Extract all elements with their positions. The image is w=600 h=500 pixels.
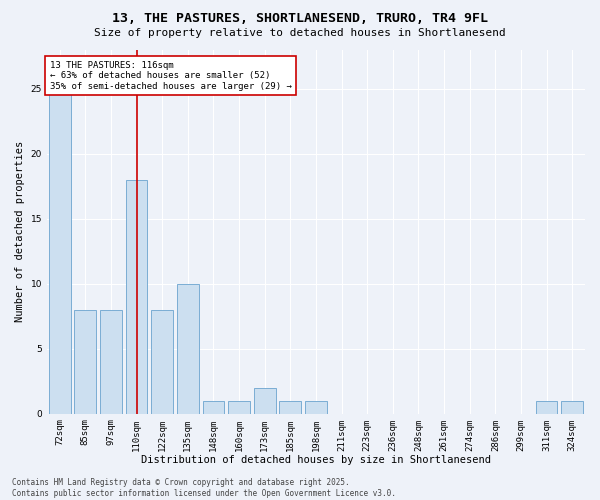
Bar	[49, 89, 71, 414]
Bar	[126, 180, 148, 414]
Bar	[228, 400, 250, 413]
Bar	[74, 310, 96, 414]
Bar	[203, 400, 224, 413]
Bar	[254, 388, 275, 413]
Text: Size of property relative to detached houses in Shortlanesend: Size of property relative to detached ho…	[94, 28, 506, 38]
Bar	[280, 400, 301, 413]
Bar	[536, 400, 557, 413]
Bar	[177, 284, 199, 414]
Text: 13, THE PASTURES, SHORTLANESEND, TRURO, TR4 9FL: 13, THE PASTURES, SHORTLANESEND, TRURO, …	[112, 12, 488, 26]
Text: Contains HM Land Registry data © Crown copyright and database right 2025.
Contai: Contains HM Land Registry data © Crown c…	[12, 478, 396, 498]
Bar	[151, 310, 173, 414]
Y-axis label: Number of detached properties: Number of detached properties	[15, 141, 25, 322]
Text: 13 THE PASTURES: 116sqm
← 63% of detached houses are smaller (52)
35% of semi-de: 13 THE PASTURES: 116sqm ← 63% of detache…	[50, 61, 292, 90]
Bar	[305, 400, 327, 413]
Bar	[561, 400, 583, 413]
X-axis label: Distribution of detached houses by size in Shortlanesend: Distribution of detached houses by size …	[141, 455, 491, 465]
Bar	[100, 310, 122, 414]
